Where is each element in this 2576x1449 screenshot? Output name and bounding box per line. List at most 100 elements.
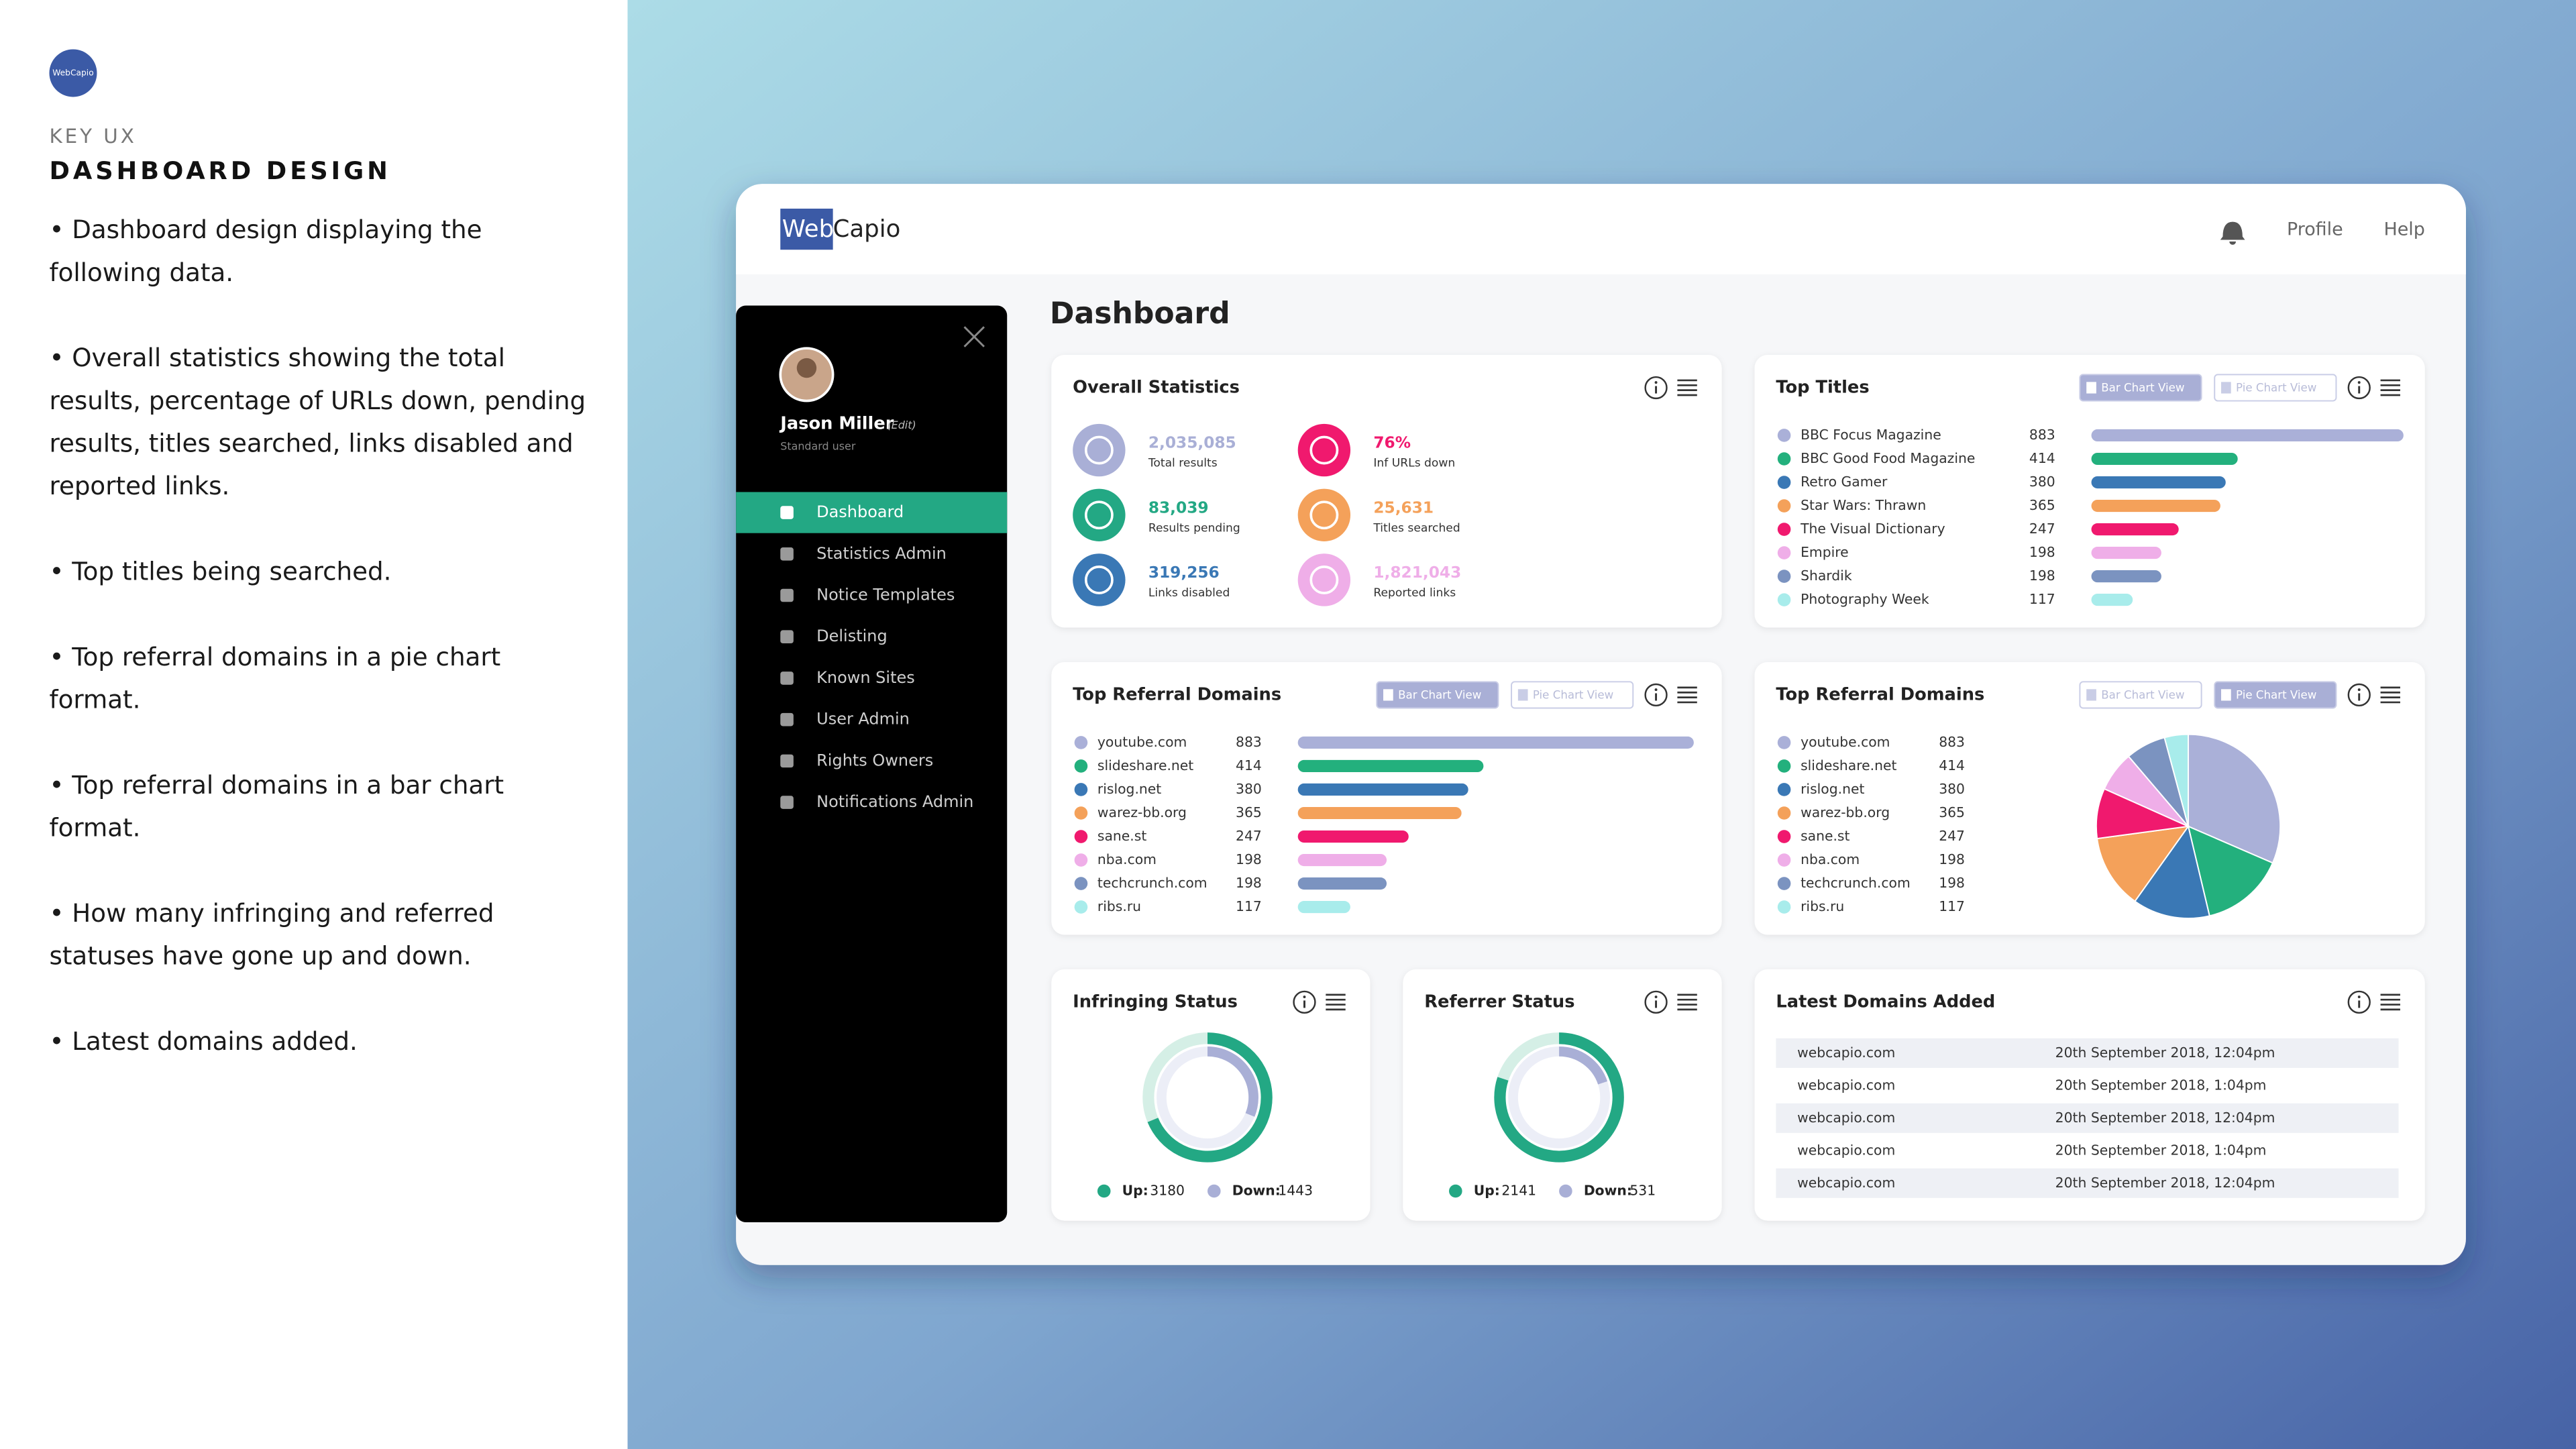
close-icon[interactable] — [963, 326, 985, 347]
view-button[interactable] — [1511, 681, 1634, 709]
info-icon[interactable] — [1644, 683, 1668, 707]
view-button-icon — [2086, 689, 2096, 701]
item-name: Empire — [1801, 544, 1849, 560]
menu-item[interactable]: Notifications Admin — [816, 792, 973, 811]
card-title: Top Referral Domains — [1073, 684, 1281, 704]
stat-label: Titles searched — [1373, 521, 1460, 535]
view-button-label[interactable]: Bar Chart View — [1398, 689, 1481, 702]
info-icon[interactable] — [1644, 990, 1668, 1014]
bullet: • Dashboard design displaying the follow… — [49, 215, 482, 288]
legend-label: Up: — [1122, 1183, 1148, 1199]
app-header — [736, 184, 2466, 274]
legend-dot — [1777, 570, 1791, 583]
date-cell: 20th September 2018, 12:04pm — [2055, 1044, 2275, 1061]
legend-dot — [1777, 830, 1791, 843]
bar — [1297, 783, 1468, 796]
view-button-label[interactable]: Bar Chart View — [2101, 382, 2184, 394]
info-icon[interactable] — [2347, 683, 2371, 707]
menu-icon — [780, 672, 794, 685]
nav-link[interactable]: Profile — [2287, 219, 2343, 239]
legend-dot — [1559, 1184, 1572, 1198]
item-name: warez-bb.org — [1097, 804, 1187, 820]
info-icon[interactable] — [1644, 376, 1668, 400]
menu-item[interactable]: Notice Templates — [816, 586, 955, 604]
view-button-icon — [2221, 689, 2231, 701]
bar — [1297, 830, 1409, 843]
bar — [1297, 736, 1694, 749]
view-button[interactable] — [1376, 681, 1499, 709]
item-value: 198 — [1236, 851, 1262, 867]
bullet: • Latest domains added. — [49, 1026, 358, 1057]
item-value: 198 — [2029, 544, 2055, 560]
pie-slice — [2187, 825, 2274, 917]
item-name: warez-bb.org — [1801, 804, 1890, 820]
brand-capio: Capio — [833, 215, 901, 243]
bell-icon[interactable] — [2220, 221, 2245, 245]
menu-item[interactable]: User Admin — [816, 710, 910, 729]
domain-cell: webcapio.com — [1797, 1110, 1895, 1126]
info-icon[interactable] — [2347, 376, 2371, 400]
domain-cell: webcapio.com — [1797, 1175, 1895, 1191]
legend-value: 3180 — [1150, 1183, 1185, 1199]
view-button-icon — [2221, 382, 2231, 394]
stat-icon — [1073, 553, 1126, 606]
view-button-label[interactable]: Pie Chart View — [2236, 382, 2316, 394]
row-bg — [1776, 1168, 2399, 1198]
nav-link[interactable]: Help — [2383, 219, 2424, 239]
info-icon[interactable] — [2347, 990, 2371, 1014]
card-title: Latest Domains Added — [1776, 991, 1995, 1012]
bar — [2091, 594, 2133, 606]
stat-label: Results pending — [1148, 521, 1240, 535]
stat-icon-glyph — [1084, 566, 1114, 594]
item-name: Star Wars: Thrawn — [1801, 497, 1926, 513]
view-button-icon — [1517, 689, 1528, 701]
stat-icon-glyph — [1309, 435, 1339, 465]
view-button[interactable] — [2214, 681, 2337, 709]
menu-item[interactable]: Statistics Admin — [816, 544, 947, 563]
item-name: rislog.net — [1097, 781, 1161, 797]
card-title: Referrer Status — [1424, 991, 1574, 1012]
stat-icon-glyph — [1084, 435, 1114, 465]
card-title: Top Titles — [1776, 377, 1869, 397]
view-button-label[interactable]: Bar Chart View — [2101, 689, 2184, 702]
edit-link[interactable]: (Edit) — [887, 419, 916, 431]
menu-item[interactable]: Known Sites — [816, 668, 915, 687]
item-value: 883 — [1939, 734, 1965, 750]
legend-dot — [1777, 523, 1791, 536]
item-value: 414 — [1939, 757, 1965, 773]
legend-dot — [1074, 783, 1088, 796]
item-value: 247 — [1939, 828, 1965, 844]
legend-value: 1443 — [1278, 1183, 1313, 1199]
item-value: 198 — [1939, 851, 1965, 867]
legend-dot — [1777, 877, 1791, 890]
item-name: nba.com — [1097, 851, 1157, 867]
item-name: The Visual Dictionary — [1800, 521, 1945, 537]
bar — [2091, 429, 2404, 442]
item-value: 117 — [1939, 898, 1965, 914]
card — [1403, 969, 1722, 1221]
item-name: Retro Gamer — [1801, 474, 1888, 490]
legend-dot — [1777, 593, 1791, 606]
menu-item[interactable]: Dashboard — [816, 502, 904, 521]
legend-dot — [1777, 783, 1791, 796]
stat-icon — [1297, 488, 1351, 541]
menu-item[interactable]: Rights Owners — [816, 751, 933, 769]
info-icon[interactable] — [1293, 990, 1316, 1014]
menu-item[interactable]: Delisting — [816, 627, 888, 645]
view-button[interactable] — [2079, 374, 2202, 402]
legend-dot — [1777, 736, 1791, 749]
pie-slice — [2188, 733, 2282, 864]
item-value: 365 — [2029, 497, 2055, 513]
legend-dot — [1074, 736, 1088, 749]
item-name: ribs.ru — [1097, 898, 1141, 914]
info-icon-dot — [1303, 996, 1306, 998]
logo-text: Web — [52, 68, 70, 78]
donut-up — [1494, 1032, 1624, 1163]
view-button[interactable] — [2214, 374, 2337, 402]
view-button-label[interactable]: Pie Chart View — [1533, 689, 1613, 702]
domain-cell: webcapio.com — [1797, 1044, 1895, 1061]
menu-icon — [780, 712, 794, 727]
view-button-label[interactable]: Pie Chart View — [2236, 689, 2316, 702]
stat-label: Links disabled — [1148, 586, 1230, 600]
view-button[interactable] — [2079, 681, 2202, 709]
